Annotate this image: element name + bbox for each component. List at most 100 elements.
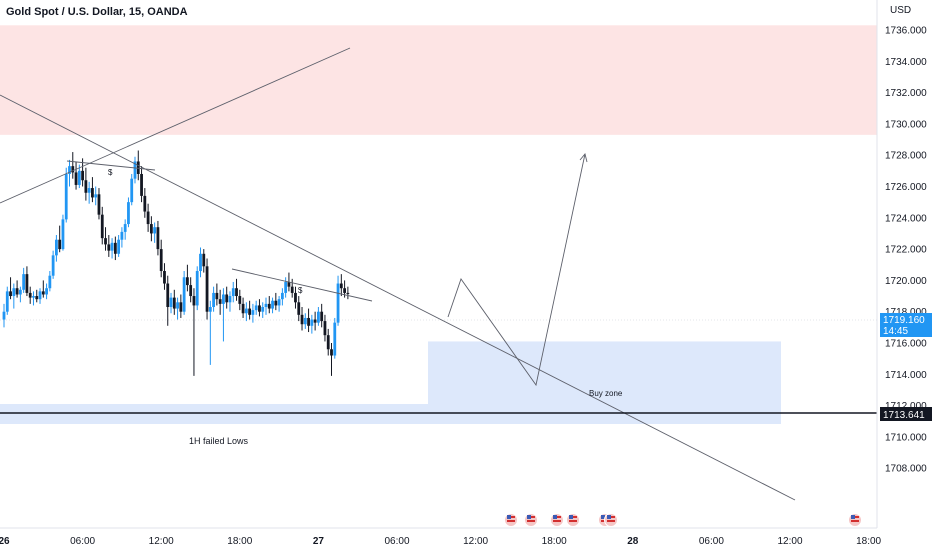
price-tick-label: 1732.000 — [885, 88, 927, 99]
candle-body — [169, 297, 173, 308]
highs-liquidity-line[interactable] — [66, 160, 156, 171]
price-tick-label: 1726.000 — [885, 182, 927, 193]
currency-label: USD — [890, 5, 912, 16]
events-layer — [504, 513, 862, 527]
candle — [176, 297, 179, 320]
economic-event-flag-icon[interactable] — [566, 513, 580, 527]
price-tick-label: 1722.000 — [885, 245, 927, 256]
candle — [205, 258, 209, 320]
economic-event-flag-icon[interactable] — [604, 513, 618, 527]
candle-body — [149, 224, 153, 234]
candle — [169, 292, 173, 314]
candle-body — [143, 195, 147, 212]
candle — [251, 303, 255, 323]
candle-body — [58, 239, 62, 250]
ascending-trend-line[interactable] — [0, 47, 351, 204]
candle-body — [241, 303, 245, 314]
price-tick-label: 1714.000 — [885, 370, 927, 381]
price-tick-label: 1724.000 — [885, 213, 927, 224]
candle — [228, 291, 232, 312]
candle-body — [254, 305, 258, 311]
candle — [113, 236, 117, 261]
candle-body — [294, 292, 297, 303]
time-tick-label: 18:00 — [856, 536, 881, 547]
economic-event-flag-icon[interactable] — [848, 513, 862, 527]
candle-body — [28, 292, 32, 298]
time-tick-label: 06:00 — [384, 536, 409, 547]
candle — [310, 314, 314, 334]
candle — [271, 297, 274, 314]
price-tick-label: 1712.000 — [885, 401, 927, 412]
candle-body — [261, 307, 265, 312]
candle-body — [244, 308, 248, 314]
candle-body — [18, 289, 22, 295]
candle-body — [336, 283, 340, 323]
liquidity-marker-1: $ — [108, 168, 113, 177]
candle — [277, 296, 281, 312]
candle-body — [94, 194, 98, 198]
candle — [84, 167, 88, 201]
flag-stripe — [553, 520, 561, 522]
candle — [300, 307, 304, 331]
candles-layer — [2, 150, 350, 376]
time-tick-label: 12:00 — [149, 536, 174, 547]
candle — [107, 235, 111, 257]
flag-canton — [607, 515, 611, 519]
candle-body — [172, 297, 176, 309]
economic-event-flag-icon[interactable] — [550, 513, 564, 527]
projection-path[interactable] — [447, 153, 586, 387]
economic-event-flag-icon[interactable] — [504, 513, 518, 527]
chart-title: Gold Spot / U.S. Dollar, 15, OANDA — [6, 6, 188, 18]
candle-body — [228, 296, 232, 303]
time-tick-label: 26 — [0, 536, 10, 547]
candle — [35, 289, 39, 303]
projection-arrowhead — [579, 153, 588, 163]
candle — [61, 214, 65, 251]
candle — [58, 225, 62, 253]
candle — [130, 173, 134, 206]
time-tick-label: 18:00 — [227, 536, 252, 547]
buy-zone[interactable] — [428, 341, 781, 424]
descending-trend-line[interactable] — [0, 94, 796, 501]
candle-body — [202, 253, 206, 267]
candle-body — [208, 307, 212, 312]
candle — [182, 271, 186, 315]
price-tick-label: 1720.000 — [885, 276, 927, 287]
candle — [222, 288, 225, 342]
economic-event-flag-icon[interactable] — [524, 513, 538, 527]
candle — [307, 308, 310, 333]
candle — [140, 166, 143, 203]
candle — [146, 203, 150, 232]
candle — [225, 286, 229, 309]
candle — [244, 302, 248, 322]
candle-body — [199, 253, 202, 272]
price-tick-label: 1708.000 — [885, 464, 927, 475]
price-tick-label: 1728.000 — [885, 151, 927, 162]
candle — [163, 263, 166, 290]
candle — [294, 286, 297, 309]
price-axis[interactable]: 1736.000 1734.000 1732.000 1730.000 1728.000… — [876, 0, 927, 528]
candle — [166, 275, 170, 326]
candle-body — [156, 227, 160, 250]
candle-body — [339, 283, 343, 289]
time-axis[interactable]: 26 06:00 12:00 18:00 27 06:00 12:00 18:00 28 06:0… — [0, 527, 882, 547]
candle-body — [35, 296, 39, 300]
candle-body — [2, 311, 6, 320]
candle-body — [97, 194, 101, 215]
price-tick-label: 1730.000 — [885, 119, 927, 130]
equal-highs-line[interactable] — [231, 268, 373, 302]
candle-body — [22, 274, 26, 290]
candle — [48, 271, 52, 292]
last-price-label: 1719.160 14:45 — [880, 313, 932, 337]
candle-body — [303, 317, 307, 325]
candle — [68, 159, 71, 187]
flag-stripe — [851, 520, 859, 522]
candle — [330, 343, 333, 376]
candle — [28, 286, 32, 304]
candle-body — [159, 249, 163, 272]
supply-zone[interactable] — [0, 25, 877, 135]
candle — [336, 275, 340, 326]
time-tick-label: 12:00 — [463, 536, 488, 547]
candle — [91, 177, 94, 203]
